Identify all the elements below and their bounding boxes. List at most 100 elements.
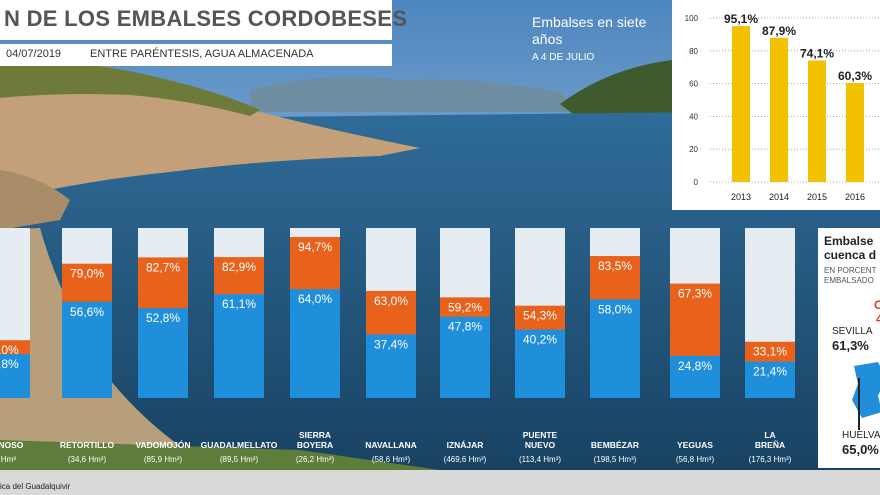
reservoir-previous-label: 59,2%	[448, 300, 482, 314]
reservoir-previous-label: 82,7%	[146, 260, 180, 274]
note-label: ENTRE PARÉNTESIS, AGUA ALMACENADA	[90, 48, 314, 60]
reservoir-bar-current	[366, 334, 416, 398]
reservoir-name: NAVALLANA	[365, 440, 417, 450]
huelva-name: HUELVA	[842, 430, 880, 441]
reservoir-volume: (56,8 Hm³)	[676, 455, 715, 464]
reservoir-bar-current	[440, 316, 490, 398]
reservoir-current-label: 58,0%	[598, 302, 632, 316]
reservoir-name: NUEVO	[525, 440, 556, 450]
province-top-label: C	[874, 298, 880, 312]
reservoir-previous-label: 4,0%	[0, 343, 19, 357]
reservoir-current-label: 40,2%	[523, 333, 557, 347]
year-bar	[808, 60, 826, 183]
reservoir-previous-label: 82,9%	[222, 260, 256, 274]
reservoir-previous-label: 83,5%	[598, 259, 632, 273]
reservoir-current-label: 37,4%	[374, 337, 408, 351]
reservoir-previous-label: 54,3%	[523, 309, 557, 323]
reservoir-volume: 8 Hm³	[0, 455, 16, 464]
seven-years-title: Embalses en siete años	[532, 14, 647, 47]
reservoirs-chart: 4,0%5,8% RENOSO 8 Hm³ 79,0% 56,6% RETORTILLO (…	[0, 228, 795, 464]
province-title-line1: Embalse	[824, 234, 874, 248]
year-ytick-label: 20	[689, 145, 698, 154]
reservoir-name: LA	[764, 430, 775, 440]
source-note: ica del Guadalquivir	[0, 482, 71, 491]
reservoir-bar-current	[515, 329, 565, 398]
reservoir-name: YEGUAS	[677, 440, 713, 450]
year-bar-label: 87,9%	[762, 24, 796, 38]
province-sub-line1: EN PORCENT	[824, 266, 877, 275]
reservoir-volume: (89,5 Hm³)	[220, 455, 259, 464]
header-bar: N DE LOS EMBALSES CORDOBESES	[0, 0, 407, 40]
reservoir-name: VADOMOJÓN	[135, 439, 190, 450]
reservoir-volume: (198,5 Hm³)	[594, 455, 637, 464]
reservoir-current-label: 5,8%	[0, 357, 19, 371]
seven-years-subtitle: A 4 DE JULIO	[532, 52, 595, 63]
reservoir-current-label: 64,0%	[298, 292, 332, 306]
reservoir-current-label: 21,4%	[753, 365, 787, 379]
year-bar-label: 95,1%	[724, 12, 758, 26]
reservoir-current-label: 24,8%	[678, 359, 712, 373]
reservoir-name: PUENTE	[523, 430, 558, 440]
reservoir-bar-current	[62, 301, 112, 398]
year-bar-label: 74,1%	[800, 46, 834, 60]
reservoir-name: IZNÁJAR	[447, 440, 484, 450]
reservoir-name: GUADALMELLATO	[201, 440, 278, 450]
year-ytick-label: 40	[689, 112, 698, 121]
province-sub-line2: EMBALSADO	[824, 276, 874, 285]
year-ytick-label: 60	[689, 80, 698, 89]
reservoir-previous-label: 67,3%	[678, 287, 712, 301]
huelva-pointer	[858, 378, 860, 430]
reservoir-name: BEMBÉZAR	[591, 440, 639, 450]
reservoir-current-label: 52,8%	[146, 311, 180, 325]
reservoir-bar-current	[138, 308, 188, 398]
reservoir-volume: (34,6 Hm³)	[68, 455, 107, 464]
year-xtick-label: 2013	[731, 192, 751, 202]
province-panel: Embalse cuenca d EN PORCENT EMBALSADO C …	[818, 228, 880, 468]
province-panel-title: Embalse cuenca d	[824, 234, 876, 262]
reservoir-current-label: 47,8%	[448, 320, 482, 334]
reservoir-bar-current	[745, 361, 795, 398]
page-title: N DE LOS EMBALSES CORDOBESES	[4, 6, 408, 31]
year-bar	[732, 26, 750, 183]
reservoir-current-label: 61,1%	[222, 297, 256, 311]
year-bar	[846, 83, 864, 182]
reservoir-name: RENOSO	[0, 440, 24, 450]
year-ytick-label: 100	[685, 14, 699, 23]
reservoir-volume: (176,3 Hm³)	[749, 455, 792, 464]
sevilla-value: 61,3%	[832, 338, 869, 353]
reservoir-name: BREÑA	[755, 440, 785, 450]
reservoir-current-label: 56,6%	[70, 305, 104, 319]
year-xtick-label: 2014	[769, 192, 789, 202]
huelva-value: 65,0%	[842, 442, 879, 457]
year-xtick-label: 2015	[807, 192, 827, 202]
province-title-line2: cuenca d	[824, 248, 877, 262]
reservoir-volume: (85,9 Hm³)	[144, 455, 183, 464]
reservoir-previous-label: 33,1%	[753, 345, 787, 359]
sevilla-name: SEVILLA	[832, 326, 873, 337]
reservoir-volume: (113,4 Hm³)	[519, 455, 561, 464]
reservoir-previous-label: 94,7%	[298, 240, 332, 254]
province-top-value: 4	[876, 312, 880, 326]
reservoir-bar-current	[0, 354, 30, 398]
year-ytick-label: 80	[689, 47, 698, 56]
reservoir-volume: (58,6 Hm³)	[372, 455, 411, 464]
reservoir-bar-current	[670, 355, 720, 398]
reservoir-volume: (26,2 Hm³)	[296, 455, 335, 464]
reservoir-previous-label: 79,0%	[70, 267, 104, 281]
year-bar	[770, 37, 788, 183]
reservoir-bar-current	[590, 299, 640, 398]
subheader-bar: 04/07/2019 ENTRE PARÉNTESIS, AGUA ALMACE…	[0, 44, 392, 66]
year-bar-label: 60,3%	[838, 69, 872, 83]
seven-years-chart: 0 20 40 60 80 100 95,1% 2013 87,9% 2014 74,1% 2015 6…	[672, 0, 880, 210]
province-panel-subtitle: EN PORCENT EMBALSADO	[824, 266, 876, 286]
reservoir-previous-label: 63,0%	[374, 294, 408, 308]
reservoir-volume: (469,6 Hm³)	[444, 455, 487, 464]
reservoir-name: BOYERA	[297, 440, 333, 450]
year-xtick-label: 2016	[845, 192, 865, 202]
reservoir-bar-current	[214, 294, 264, 398]
date-label: 04/07/2019	[6, 48, 62, 60]
year-ytick-label: 0	[694, 178, 699, 187]
reservoir-name: RETORTILLO	[60, 440, 115, 450]
reservoir-bar-current	[290, 289, 340, 398]
reservoir-name: SIERRA	[299, 430, 331, 440]
